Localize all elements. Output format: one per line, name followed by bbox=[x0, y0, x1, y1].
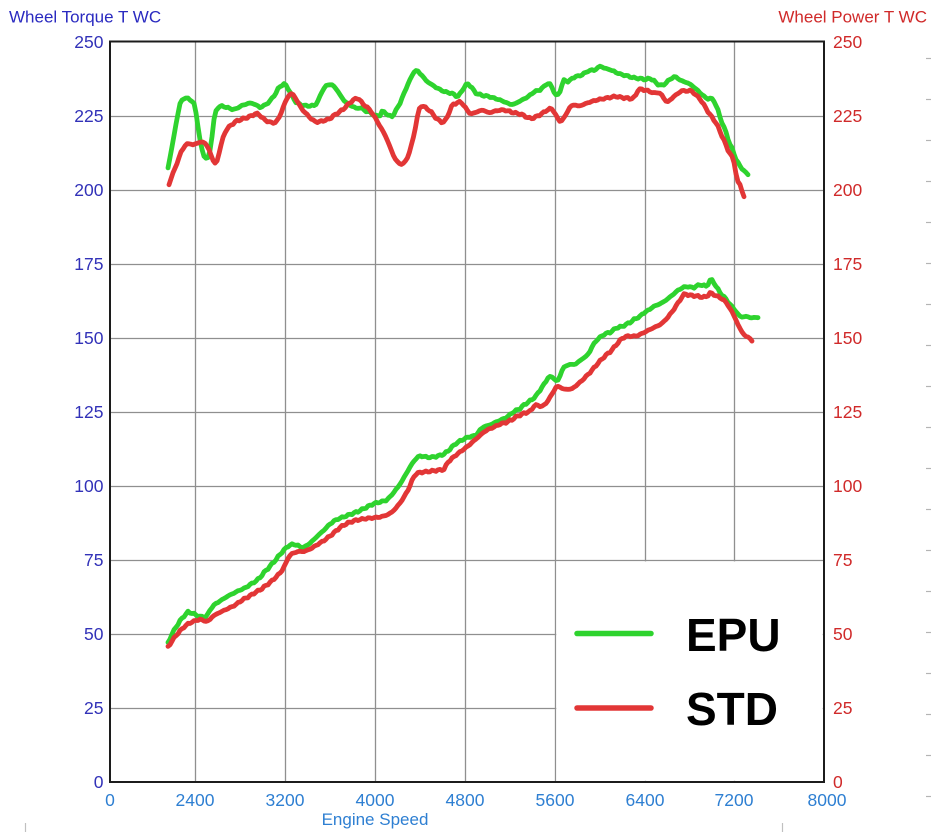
svg-text:2400: 2400 bbox=[176, 790, 215, 810]
svg-text:Wheel Power T WC: Wheel Power T WC bbox=[778, 8, 927, 27]
svg-text:75: 75 bbox=[84, 550, 103, 570]
svg-text:8000: 8000 bbox=[808, 790, 847, 810]
svg-text:50: 50 bbox=[84, 624, 104, 644]
svg-text:0: 0 bbox=[94, 772, 104, 792]
svg-text:4800: 4800 bbox=[446, 790, 485, 810]
svg-text:200: 200 bbox=[833, 180, 862, 200]
svg-text:150: 150 bbox=[833, 328, 862, 348]
svg-text:75: 75 bbox=[833, 550, 852, 570]
svg-text:5600: 5600 bbox=[536, 790, 575, 810]
svg-text:Engine Speed: Engine Speed bbox=[322, 810, 429, 829]
svg-text:175: 175 bbox=[74, 254, 103, 274]
svg-text:175: 175 bbox=[833, 254, 862, 274]
svg-text:0: 0 bbox=[833, 772, 843, 792]
svg-text:EPU: EPU bbox=[686, 609, 781, 661]
svg-text:125: 125 bbox=[74, 402, 103, 422]
svg-text:225: 225 bbox=[833, 106, 862, 126]
svg-text:125: 125 bbox=[833, 402, 862, 422]
svg-text:150: 150 bbox=[74, 328, 103, 348]
svg-text:4000: 4000 bbox=[356, 790, 395, 810]
svg-text:25: 25 bbox=[833, 698, 852, 718]
svg-text:100: 100 bbox=[833, 476, 862, 496]
svg-text:3200: 3200 bbox=[266, 790, 305, 810]
svg-text:6400: 6400 bbox=[626, 790, 665, 810]
svg-text:50: 50 bbox=[833, 624, 853, 644]
svg-text:0: 0 bbox=[105, 790, 115, 810]
svg-text:250: 250 bbox=[833, 32, 862, 52]
svg-text:STD: STD bbox=[686, 683, 778, 735]
svg-text:Wheel Torque T WC: Wheel Torque T WC bbox=[9, 8, 161, 27]
svg-text:200: 200 bbox=[74, 180, 103, 200]
svg-text:100: 100 bbox=[74, 476, 103, 496]
svg-text:25: 25 bbox=[84, 698, 103, 718]
svg-text:250: 250 bbox=[74, 32, 103, 52]
svg-text:7200: 7200 bbox=[715, 790, 754, 810]
svg-text:225: 225 bbox=[74, 106, 103, 126]
